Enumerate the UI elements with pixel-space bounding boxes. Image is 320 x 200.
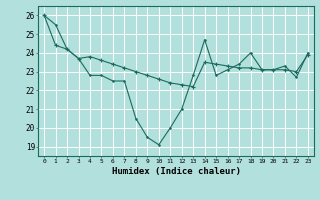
X-axis label: Humidex (Indice chaleur): Humidex (Indice chaleur) [111, 167, 241, 176]
